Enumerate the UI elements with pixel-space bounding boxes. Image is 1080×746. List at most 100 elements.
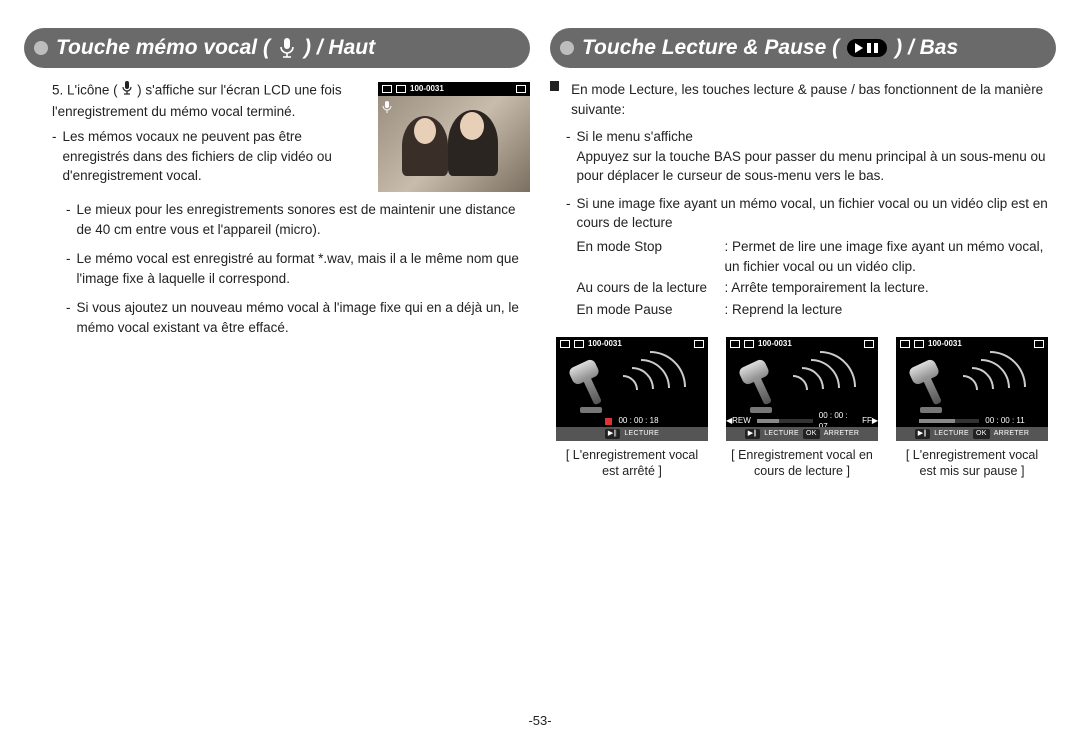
intro-text: En mode Lecture, les touches lecture & p…	[571, 80, 1056, 119]
right-column: Touche Lecture & Pause ( ) / Bas En mode…	[540, 28, 1066, 480]
left-bullet-0: - Les mémos vocaux ne peuvent pas être e…	[52, 127, 368, 186]
left-bullet-0-text: Les mémos vocaux ne peuvent pas être enr…	[63, 127, 369, 186]
right-pill-text-b: ) / Bas	[895, 36, 958, 60]
time-text: 00 : 00 : 18	[618, 415, 658, 427]
dash-icon: -	[566, 194, 571, 319]
dash-icon: -	[66, 249, 71, 288]
left-bullet-1-text: Le mieux pour les enregistrements sonore…	[77, 200, 531, 239]
play-pause-hint-icon: ▶∥	[605, 429, 620, 439]
audio-lcd: 100-0031 00 : 00 : 11	[896, 337, 1048, 441]
battery-icon	[1034, 340, 1044, 348]
right-heading-pill: Touche Lecture & Pause ( ) / Bas	[550, 28, 1056, 68]
play-head: Si une image fixe ayant un mémo vocal, u…	[577, 194, 1057, 233]
battery-icon	[864, 340, 874, 348]
dash-icon: -	[66, 200, 71, 239]
audio-lcd: 100-0031 00 : 00 : 18	[556, 337, 708, 441]
play-pause-hint-icon: ▶∥	[745, 429, 760, 439]
microphone-icon-inline	[121, 80, 133, 102]
left-heading-pill: Touche mémo vocal ( ) / Haut	[24, 28, 530, 68]
item-5-text: 5. L'icône ( ) s'affiche sur l'écran LCD…	[24, 80, 368, 192]
mode-table: En mode Stop : Permet de lire une image …	[577, 237, 1057, 319]
lcd-preview-photo: 100-0031	[378, 82, 530, 192]
bottom-text: LECTURE	[934, 429, 969, 439]
microphone-icon	[278, 37, 296, 59]
battery-icon	[694, 340, 704, 348]
square-bullet-icon	[550, 81, 559, 91]
play-mode-icon	[560, 340, 570, 348]
bottom-bar: ▶∥ LECTURE OK ARRETER	[896, 427, 1048, 441]
left-bullet-1: - Le mieux pour les enregistrements sono…	[24, 200, 530, 239]
play-section: - Si une image fixe ayant un mémo vocal,…	[550, 194, 1056, 319]
audio-lcd: 100-0031 ◀REW 00 : 00 : 07	[726, 337, 878, 441]
dash-icon: -	[566, 127, 571, 186]
bottom-text2: ARRETER	[994, 429, 1030, 439]
pill-dot-icon	[34, 41, 48, 55]
progress-bar	[919, 419, 979, 423]
bottom-bar: ▶∥ LECTURE	[556, 427, 708, 441]
time-text: 00 : 00 : 11	[985, 415, 1024, 427]
mode-desc: : Reprend la lecture	[725, 300, 1057, 320]
lcd-photo-area	[378, 96, 530, 192]
left-body: 5. L'icône ( ) s'affiche sur l'écran LCD…	[24, 80, 530, 337]
lcd-file-label: 100-0031	[410, 83, 444, 95]
thumb-caption: [ L'enregistrement vocal est mis sur pau…	[896, 447, 1048, 480]
audio-thumb-paused: 100-0031 00 : 00 : 11	[896, 337, 1048, 480]
frame-icon	[396, 85, 406, 93]
mode-desc: : Arrête temporairement la lecture.	[725, 278, 1057, 298]
microphone-illustration	[570, 363, 598, 381]
ok-hint-icon: OK	[803, 429, 820, 439]
thumb-caption: [ Enregistrement vocal en cours de lectu…	[726, 447, 878, 480]
item-5-row: 5. L'icône ( ) s'affiche sur l'écran LCD…	[24, 80, 530, 192]
time-bar: 00 : 00 : 18	[556, 415, 708, 427]
play-mode-icon	[382, 85, 392, 93]
microphone-illustration	[740, 363, 768, 381]
progress-bar	[757, 419, 813, 423]
lcd-file-label: 100-0031	[588, 338, 622, 350]
mode-row-stop: En mode Stop : Permet de lire une image …	[577, 237, 1057, 276]
dash-icon: -	[66, 298, 71, 337]
play-mode-icon	[730, 340, 740, 348]
audio-thumbnails-row: 100-0031 00 : 00 : 18	[550, 337, 1056, 480]
frame-icon	[574, 340, 584, 348]
left-bullet-2-text: Le mémo vocal est enregistré au format *…	[77, 249, 531, 288]
thumb-caption: [ L'enregistrement vocal est arrêté ]	[556, 447, 708, 480]
right-body: En mode Lecture, les touches lecture & p…	[550, 80, 1056, 480]
time-bar: ◀REW 00 : 00 : 07 FF▶	[726, 415, 878, 427]
stop-indicator-icon	[605, 418, 612, 425]
intro-row: En mode Lecture, les touches lecture & p…	[550, 80, 1056, 119]
play-mode-icon	[900, 340, 910, 348]
face-shape	[460, 112, 484, 140]
microphone-overlay-icon	[382, 100, 392, 114]
audio-thumb-stopped: 100-0031 00 : 00 : 18	[556, 337, 708, 480]
mode-row-pause: En mode Pause : Reprend la lecture	[577, 300, 1057, 320]
pill-dot-icon	[560, 41, 574, 55]
menu-body: Appuyez sur la touche BAS pour passer du…	[577, 147, 1057, 186]
frame-icon	[744, 340, 754, 348]
audio-thumb-playing: 100-0031 ◀REW 00 : 00 : 07	[726, 337, 878, 480]
left-bullet-3: - Si vous ajoutez un nouveau mémo vocal …	[24, 298, 530, 337]
left-column: Touche mémo vocal ( ) / Haut 5. L'icône …	[14, 28, 540, 480]
progress-fill	[757, 419, 779, 423]
lcd-file-label: 100-0031	[928, 338, 962, 350]
play-pause-hint-icon: ▶∥	[915, 429, 930, 439]
bottom-text2: ARRETER	[824, 429, 860, 439]
mode-row-playing: Au cours de la lecture : Arrête temporai…	[577, 278, 1057, 298]
lcd-topbar: 100-0031	[556, 337, 708, 351]
bottom-text: LECTURE	[624, 429, 659, 439]
mode-desc: : Permet de lire une image fixe ayant un…	[725, 237, 1057, 276]
mode-label: En mode Stop	[577, 237, 725, 276]
bottom-bar: ▶∥ LECTURE OK ARRETER	[726, 427, 878, 441]
left-pill-text-b: ) / Haut	[304, 36, 375, 60]
dash-icon: -	[52, 127, 57, 186]
rew-label: ◀REW	[726, 415, 751, 427]
progress-fill	[919, 419, 955, 423]
menu-section: - Si le menu s'affiche Appuyez sur la to…	[550, 127, 1056, 186]
microphone-illustration	[910, 363, 938, 381]
menu-head: Si le menu s'affiche	[577, 127, 1057, 147]
page-number: -53-	[0, 713, 1080, 728]
lcd-topbar: 100-0031	[896, 337, 1048, 351]
lcd-topbar: 100-0031	[378, 82, 530, 96]
item5-lead: 5. L'icône (	[52, 82, 118, 97]
lcd-topbar: 100-0031	[726, 337, 878, 351]
mode-label: En mode Pause	[577, 300, 725, 320]
